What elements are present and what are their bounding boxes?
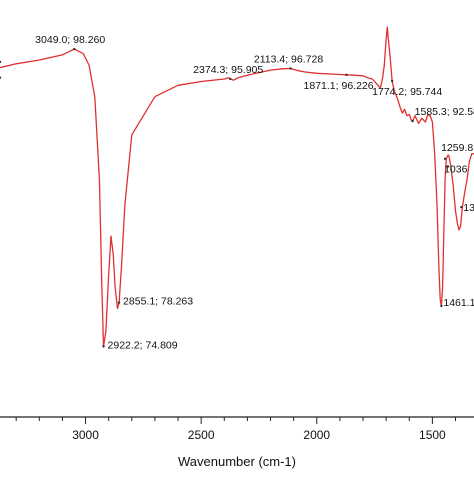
peak-marker xyxy=(289,67,292,70)
peak-marker xyxy=(73,47,76,51)
peak-marker xyxy=(117,301,121,304)
x-tick-label: 2000 xyxy=(303,428,330,442)
peak-marker xyxy=(390,79,394,83)
peak-marker xyxy=(411,119,414,123)
peak-marker xyxy=(0,76,2,79)
peak-label: 2922.2; 74.809 xyxy=(108,339,178,351)
series-layer xyxy=(0,26,474,348)
x-tick-label: 2500 xyxy=(188,428,215,442)
peak-marker xyxy=(440,304,443,308)
x-axis-label: Wavenumber (cm-1) xyxy=(178,454,296,469)
peak-marker xyxy=(443,157,447,161)
peak-label: 1871.1; 96.226 xyxy=(304,80,374,92)
peak-marker xyxy=(446,165,450,168)
x-tick-label: 1500 xyxy=(419,428,446,442)
x-tick-label: 3000 xyxy=(72,428,99,442)
x-ticks: 3000 2500 2000 1500 xyxy=(15,417,457,442)
peak-marker xyxy=(345,73,348,77)
peak-markers xyxy=(0,47,463,348)
peak-label: 2855.1; 78.263 xyxy=(123,296,193,308)
peak-label: 1036 xyxy=(444,163,468,175)
peak-marker xyxy=(229,77,232,81)
peak-label: 1461.1 xyxy=(443,297,474,309)
peak-label: 3049.0; 98.260 xyxy=(35,34,105,46)
peak-label: 2113.4; 96.728 xyxy=(254,53,323,65)
peak-label: 1774.2; 95.744 xyxy=(372,86,442,98)
peak-marker xyxy=(460,205,463,209)
peak-label: 1375 xyxy=(463,202,474,214)
peak-label: 2374.3; 95.905 xyxy=(193,64,263,76)
spectrum-line xyxy=(0,26,474,348)
peak-marker xyxy=(102,345,105,348)
peak-label: 1259.8 xyxy=(441,142,473,154)
peak-marker xyxy=(0,60,2,64)
peak-label: 1585.3; 92.58 xyxy=(415,106,474,118)
